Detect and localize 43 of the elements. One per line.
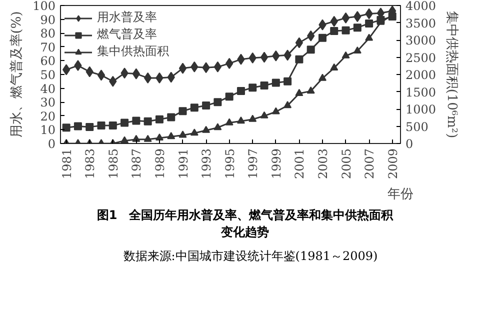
legend-label: 集中供热面积	[97, 43, 169, 60]
y-tick-label: 10	[40, 123, 56, 138]
legend-label: 燃气普及率	[97, 26, 157, 43]
y-tick-label: 40	[40, 82, 56, 96]
text: 图1 全国历年用水普及率、燃气普及率和集中供热面积变化趋势	[96, 207, 394, 242]
x-tick-label: 2003	[316, 148, 330, 180]
y2-tick-label: 4000	[406, 0, 436, 13]
x-tick-label: 1991	[176, 148, 190, 180]
y-tick-label: 100	[32, 0, 56, 13]
y-tick-label: 60	[40, 54, 56, 68]
y2-tick-label: 0	[406, 137, 414, 151]
y-tick-label: 0	[48, 137, 56, 151]
x-tick-label: 2009	[386, 148, 400, 180]
y2-tick-label: 2500	[406, 50, 436, 65]
y2-tick-label: 2000	[406, 68, 436, 82]
x-tick-label: 1997	[246, 148, 260, 180]
source-note: 数据来源:中国城市建设统计年鉴(1981～2009)	[123, 248, 378, 266]
legend-label: 用水普及率	[97, 9, 157, 26]
y-tick-label: 80	[40, 26, 56, 41]
y-tick-label: 90	[40, 12, 56, 27]
y2-tick-label: 3500	[406, 16, 436, 30]
y-tick-label: 30	[40, 96, 56, 110]
x-tick-label: 1989	[152, 148, 167, 180]
y2-axis-title: 集中供热面积(10⁶m²)	[444, 10, 460, 138]
x-tick-label: 1993	[200, 148, 214, 180]
x-tick-label: 1987	[130, 148, 144, 180]
y2-tick-label: 3000	[406, 34, 436, 48]
x-tick-label: 2001	[292, 148, 307, 180]
x-tick-label: 2007	[362, 148, 377, 180]
y2-tick-label: 1000	[406, 102, 436, 116]
x-tick-label: 2005	[339, 148, 354, 180]
y-axis-title: 用水、燃气普及率(%)	[8, 11, 25, 138]
x-tick-label: 1995	[222, 148, 237, 180]
x-tick-label: 1983	[83, 148, 98, 180]
y-tick-label: 50	[40, 68, 56, 82]
y-tick-label: 70	[40, 40, 56, 54]
x-tick-label: 1985	[106, 148, 120, 180]
y-tick-label: 20	[40, 109, 56, 124]
x-axis-title: 年份	[388, 187, 414, 202]
x-tick-label: 1999	[269, 148, 284, 180]
x-tick-label: 1981	[60, 148, 74, 180]
y2-tick-label: 500	[406, 120, 428, 134]
y2-tick-label: 1500	[406, 85, 436, 100]
